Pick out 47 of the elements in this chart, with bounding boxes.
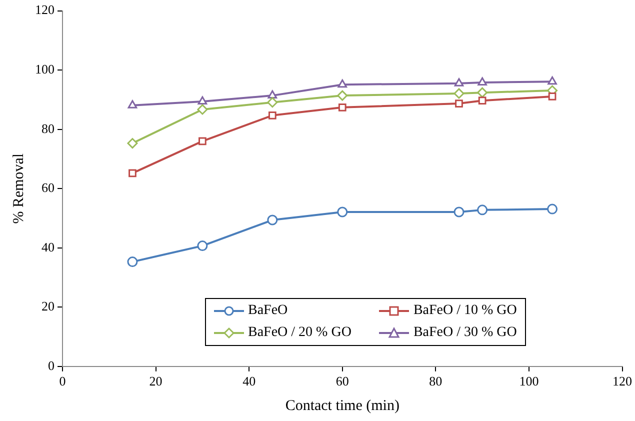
point: [197, 104, 208, 115]
point: [548, 76, 557, 85]
x-tick-label: 20: [149, 374, 162, 389]
point: [337, 206, 348, 218]
point: [478, 77, 487, 86]
x-tick-label: 80: [429, 374, 442, 389]
point: [127, 256, 138, 268]
legend-label: BaFeO / 30 % GO: [413, 325, 517, 341]
point: [338, 79, 348, 88]
y-tick-label: 100: [35, 61, 54, 76]
point: [267, 214, 278, 226]
y-tick-label: 120: [35, 2, 54, 18]
x-tick-label: 0: [59, 374, 66, 389]
point: [198, 137, 206, 146]
point: [455, 100, 463, 108]
y-tick-label: 60: [42, 180, 54, 196]
point: [454, 206, 464, 218]
y-axis-title: % Removal: [10, 153, 27, 224]
point: [128, 100, 138, 108]
x-tick-label: 60: [336, 374, 349, 389]
point: [198, 96, 208, 104]
y-tick-label: 0: [48, 358, 54, 373]
point: [454, 88, 464, 99]
point: [338, 103, 346, 112]
point: [548, 92, 556, 100]
y-tick-label: 80: [42, 120, 54, 136]
y-tick-label: 20: [42, 298, 54, 314]
point: [477, 87, 488, 98]
point: [478, 96, 486, 105]
legend-label: BaFeO: [248, 303, 288, 319]
x-axis-title: Contact time (min): [285, 398, 400, 414]
point: [547, 204, 558, 214]
x-tick-label: 40: [242, 374, 256, 389]
x-tick-label: 120: [612, 374, 632, 389]
point: [337, 90, 348, 101]
y-tick-label: 40: [42, 239, 54, 254]
point: [128, 169, 136, 178]
x-tick-label: 100: [519, 374, 539, 389]
point: [268, 111, 276, 120]
point: [477, 204, 488, 216]
point: [267, 97, 278, 108]
point: [454, 78, 464, 86]
legend-label: BaFeO / 20 % GO: [248, 325, 352, 341]
legend-label: BaFeO / 10 % GO: [413, 303, 517, 319]
point: [197, 240, 208, 252]
point: [127, 138, 138, 149]
point: [268, 90, 278, 99]
